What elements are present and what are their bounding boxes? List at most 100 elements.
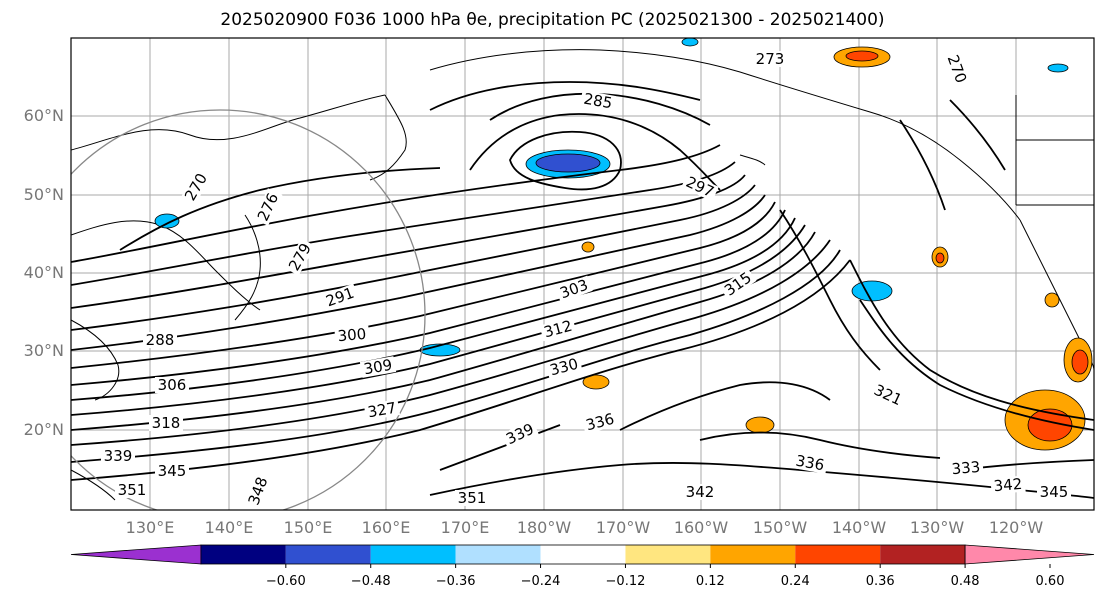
theta-e-contour: [949, 99, 1006, 171]
theta-e-contour: [509, 130, 622, 191]
colorbar-tick-label: 0.12: [695, 574, 725, 589]
colorbar-tick-label: 0.60: [1035, 574, 1065, 589]
contour-label: 351: [458, 489, 487, 507]
contour-label-bg: [501, 419, 539, 449]
longitude-label: 140°E: [204, 518, 254, 537]
contour-label-bg: [683, 484, 717, 500]
contour-label-bg: [948, 458, 984, 478]
contour-label-bg: [943, 50, 971, 88]
colorbar-segment: [795, 545, 881, 564]
colorbar-segment: [625, 545, 711, 564]
contour-label-bg: [101, 448, 135, 464]
contour-label-bg: [869, 380, 907, 410]
longitude-label: 150°W: [752, 518, 808, 537]
longitude-label: 130°W: [909, 518, 965, 537]
colorbar-segment: [540, 545, 626, 564]
precip-area: [1027, 408, 1073, 442]
contour-label: 327: [366, 399, 397, 422]
contour-label-bg: [539, 316, 577, 342]
colorbar-tick-label: −0.24: [520, 574, 561, 589]
map-title: 2025020900 F036 1000 hPa θe, precipitati…: [220, 10, 885, 30]
theta-e-contour: [439, 424, 561, 471]
coastline: [739, 154, 766, 166]
range-circle: [71, 109, 426, 510]
colorbar-segment: [710, 545, 796, 564]
latitude-label: 30°N: [23, 341, 64, 360]
contour-label-bg: [115, 482, 149, 498]
contour-label-bg: [555, 275, 593, 303]
plot-frame: [70, 37, 1095, 511]
theta-e-contour: [71, 184, 756, 331]
theta-e-contour: [119, 167, 441, 251]
longitude-label: 120°W: [988, 518, 1044, 537]
colorbar-tick-label: −0.48: [350, 574, 391, 589]
contour-label: 333: [951, 458, 981, 478]
precip-area: [1071, 349, 1089, 375]
contour-label-bg: [321, 283, 359, 311]
latitude-label: 60°N: [23, 106, 64, 125]
longitude-label: 160°E: [361, 518, 411, 537]
coastline: [71, 469, 116, 501]
precip-area: [154, 213, 180, 229]
contour-label-bg: [1037, 484, 1071, 500]
longitude-label: 160°W: [673, 518, 729, 537]
theta-e-contour: [71, 201, 776, 369]
theta-e-contour: [469, 113, 721, 191]
precip-area: [581, 241, 595, 253]
longitude-label: 180°W: [516, 518, 572, 537]
theta-e-contours: [71, 81, 1094, 499]
theta-e-contour: [71, 239, 831, 446]
longitude-label: 150°E: [283, 518, 333, 537]
precip-area: [535, 153, 601, 173]
precip-area: [845, 50, 879, 62]
theta-e-contour: [71, 249, 841, 463]
precip-area: [681, 38, 699, 47]
longitude-label: 170°E: [440, 518, 490, 537]
contour-label-bg: [253, 188, 283, 226]
contour-label-bg: [719, 267, 757, 301]
longitude-label: 170°W: [595, 518, 651, 537]
colorbar-segment: [200, 545, 286, 564]
contour-label-bg: [681, 172, 719, 202]
colorbar-tick-label: −0.60: [265, 574, 306, 589]
colorbar-extend-max: [964, 544, 1095, 565]
precip-area: [851, 280, 893, 302]
precip-area: [935, 252, 945, 264]
contour-label-bg: [791, 452, 829, 474]
theta-e-contour: [849, 259, 1094, 421]
contour-label-bg: [455, 490, 489, 506]
contour-label-bg: [753, 51, 787, 67]
coastline: [429, 49, 1021, 221]
contour-label-bg: [579, 90, 617, 112]
latitude-label: 50°N: [23, 185, 64, 204]
contour-label-bg: [143, 332, 177, 348]
colorbar-tick-label: 0.36: [865, 574, 895, 589]
contour-label-bg: [244, 472, 272, 510]
contour-label: 342: [686, 483, 715, 501]
colorbar-tick-label: −0.36: [435, 574, 476, 589]
colorbar-segment: [455, 545, 541, 564]
contour-label: 336: [794, 452, 825, 475]
theta-e-contour: [71, 161, 736, 286]
precip-area: [1047, 63, 1069, 73]
precip-area: [745, 416, 775, 434]
contour-label-bg: [155, 463, 189, 479]
contour-label: 351: [118, 481, 147, 499]
contour-label: 306: [158, 376, 187, 394]
contour-label-bg: [334, 325, 370, 345]
colorbar-segment: [370, 545, 456, 564]
plot-area: [71, 38, 1094, 510]
colorbar-tick-label: −0.12: [605, 574, 646, 589]
theta-e-contour: [71, 217, 796, 401]
contour-label-bg: [284, 238, 316, 276]
contour-label-bg: [149, 415, 183, 431]
colorbar-tick-label: 0.48: [950, 574, 980, 589]
latitude-label: 40°N: [23, 263, 64, 282]
contour-label: 300: [337, 325, 367, 345]
contour-label-bg: [359, 356, 397, 378]
colorbar-segment: [285, 545, 371, 564]
contour-label-bg: [155, 377, 189, 393]
latitude-label: 20°N: [23, 420, 64, 439]
colorbar-frame: [200, 544, 966, 565]
